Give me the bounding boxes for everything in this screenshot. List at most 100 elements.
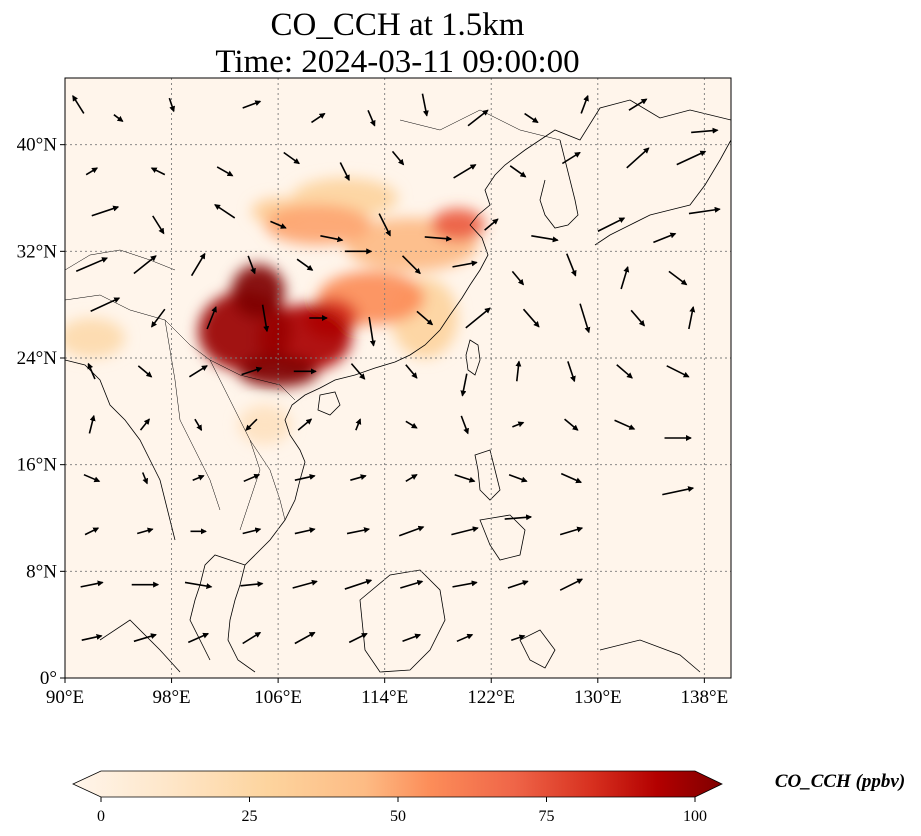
longitude-tick-label: 122°E [467, 687, 515, 708]
wind-arrow [168, 97, 176, 113]
wind-arrow [512, 421, 525, 428]
coastline-new-guinea [599, 639, 701, 673]
wind-arrow [460, 415, 469, 435]
wind-arrow [531, 235, 559, 243]
wind-arrow [311, 112, 326, 124]
wind-arrow [270, 220, 287, 229]
wind-arrow [137, 365, 153, 378]
wind-arrow [152, 215, 165, 235]
coastlines [65, 99, 731, 673]
wind-arrow [559, 526, 584, 536]
wind-arrow [368, 316, 376, 347]
colorbar-tick-label: 25 [242, 808, 258, 825]
wind-arrow [653, 232, 677, 244]
co-plume-region [264, 204, 372, 245]
wind-arrow [72, 95, 85, 114]
wind-arrow [400, 579, 424, 589]
wind-arrow [80, 580, 104, 588]
graticule [65, 78, 731, 678]
coastline-korea [539, 139, 579, 229]
colorbar-label: CO_CCH (ppbv) [775, 771, 905, 792]
wind-arrow [294, 631, 316, 645]
wind-arrow [688, 206, 721, 215]
wind-arrow [511, 634, 526, 641]
wind-arrow [133, 255, 157, 275]
wind-arrow [405, 474, 418, 482]
wind-arrow [564, 418, 579, 431]
wind-arrow [616, 364, 633, 379]
coastline-japan [594, 139, 731, 246]
wind-arrow [355, 418, 362, 431]
wind-arrow [405, 420, 418, 429]
colorbar-tick-label: 0 [97, 808, 105, 825]
latitude-tick-label: 40°N [17, 135, 58, 156]
wind-arrow [454, 473, 476, 483]
coastline-hainan [317, 391, 341, 416]
wind-arrow [81, 633, 103, 641]
wind-arrow [614, 419, 636, 430]
wind-arrow [378, 213, 391, 237]
wind-arrow [192, 474, 205, 481]
wind-arrow [88, 414, 96, 434]
wind-arrow [524, 112, 539, 124]
wind-arrow [398, 525, 425, 537]
wind-arrow [507, 580, 529, 589]
wind-arrow [509, 165, 527, 178]
wind-arrow [242, 100, 262, 109]
wind-arrow [559, 578, 584, 591]
longitude-tick-label: 98°E [152, 687, 190, 708]
wind-arrow [240, 581, 264, 588]
map-title-line-1: CO_CCH at 1.5km [270, 7, 525, 43]
wind-arrow [561, 151, 581, 165]
coastline-sumatra [99, 619, 181, 673]
latitude-ticks: 0° 8°N 16°N 24°N 32°N 40°N [17, 135, 65, 689]
wind-arrow [504, 514, 533, 521]
wind-arrow [292, 579, 318, 589]
wind-arrow [401, 255, 421, 275]
colorbar-tick-label: 100 [683, 808, 707, 825]
wind-arrow [150, 308, 166, 328]
wind-arrow [676, 150, 707, 166]
co-plume-region [431, 208, 485, 241]
wind-arrow [580, 94, 589, 114]
latitude-tick-label: 16°N [17, 455, 58, 476]
coastline-visayas-mindanao [479, 514, 526, 561]
wind-arrow [90, 297, 121, 312]
longitude-ticks: 90°E 98°E 106°E 114°E 122°E 130°E 138°E [46, 678, 728, 708]
coastline-bay-bengal [65, 359, 176, 541]
wind-arrow [190, 252, 206, 277]
wind-arrow [560, 472, 582, 484]
coastline-taiwan [465, 339, 481, 376]
map-frame [64, 77, 732, 679]
co-plume-region [238, 404, 292, 445]
wind-arrow [691, 127, 719, 134]
wind-arrow [522, 308, 540, 328]
wind-arrow [113, 114, 124, 122]
wind-arrow [424, 235, 453, 242]
wind-arrow [283, 151, 300, 165]
country-borders [65, 109, 561, 531]
wind-arrow [296, 258, 314, 271]
wind-arrow [137, 527, 154, 535]
wind-arrow [91, 205, 120, 217]
wind-arrow [150, 167, 166, 176]
latitude-tick-label: 8°N [26, 561, 57, 582]
wind-arrow [141, 472, 149, 485]
wind-arrow [391, 150, 405, 166]
wind-arrow [421, 93, 429, 117]
latitude-tick-label: 32°N [17, 241, 58, 262]
colorbar-tick-label: 75 [539, 808, 555, 825]
map-area [65, 78, 731, 678]
wind-arrow [346, 527, 371, 535]
wind-arrow [666, 365, 690, 378]
wind-arrow [243, 473, 261, 483]
wind-arrow [297, 418, 313, 431]
wind-arrow [628, 98, 648, 111]
coastline-borneo [359, 569, 446, 673]
wind-arrow [339, 162, 350, 182]
wind-arrow [460, 373, 468, 397]
co-concentration-field [65, 178, 485, 445]
map-background [65, 78, 731, 678]
wind-arrow [87, 362, 96, 380]
wind-arrow [402, 633, 422, 643]
